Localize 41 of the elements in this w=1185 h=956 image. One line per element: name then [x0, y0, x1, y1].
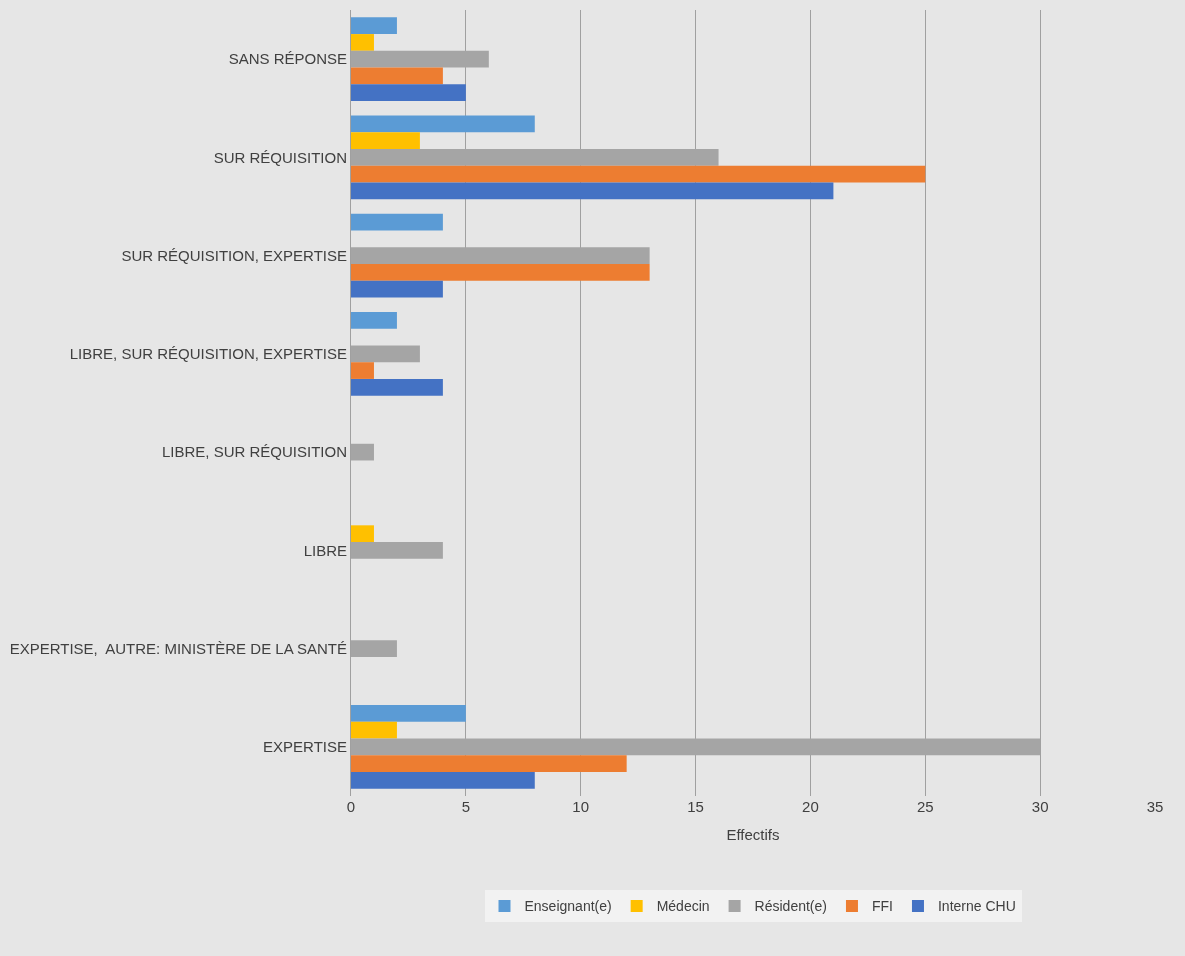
bar	[351, 17, 397, 35]
bar	[351, 755, 627, 772]
legend-label: Interne CHU	[937, 898, 1016, 915]
bar	[351, 378, 443, 396]
bar	[351, 263, 650, 281]
bar	[351, 771, 535, 789]
legend-label: FFI	[871, 898, 893, 915]
y-tick-label: SUR RÉQUISITION	[213, 148, 347, 166]
bar	[351, 705, 466, 722]
bar	[351, 67, 443, 85]
bar	[351, 525, 374, 543]
y-tick-label: EXPERTISE	[263, 738, 347, 756]
x-tick-label: 0	[346, 798, 356, 815]
bar	[351, 84, 466, 101]
legend-label: Enseignant(e)	[524, 898, 612, 915]
y-tick-label: LIBRE	[303, 541, 347, 559]
y-tick-label: SANS RÉPONSE	[228, 50, 347, 68]
y-tick-label: SUR RÉQUISITION, EXPERTISE	[121, 246, 347, 264]
bar	[351, 182, 834, 200]
bar	[351, 213, 443, 231]
bar	[351, 115, 535, 133]
legend-label: Médecin	[656, 898, 710, 915]
x-tick-label: 5	[461, 798, 471, 815]
legend-label: Résident(e)	[754, 898, 827, 915]
y-tick-label: EXPERTISE, AUTRE: MINISTÈRE DE LA SANTÉ	[9, 639, 347, 657]
x-tick-label: 10	[572, 798, 590, 815]
bar	[351, 280, 443, 298]
bar	[351, 312, 397, 329]
x-tick-label: 25	[916, 798, 934, 815]
x-tick-label: 30	[1031, 798, 1049, 815]
x-axis-title: Effectifs	[726, 826, 780, 843]
bar	[351, 165, 926, 183]
y-tick-label: LIBRE, SUR RÉQUISITION, EXPERTISE	[69, 345, 347, 363]
bar	[351, 132, 420, 150]
bar	[351, 34, 374, 51]
x-tick-label: 20	[802, 798, 819, 815]
y-tick-label: LIBRE, SUR RÉQUISITION	[161, 443, 347, 461]
bar	[351, 362, 374, 379]
x-tick-label: 35	[1146, 798, 1164, 815]
x-tick-label: 15	[687, 798, 704, 815]
bar	[351, 721, 397, 739]
